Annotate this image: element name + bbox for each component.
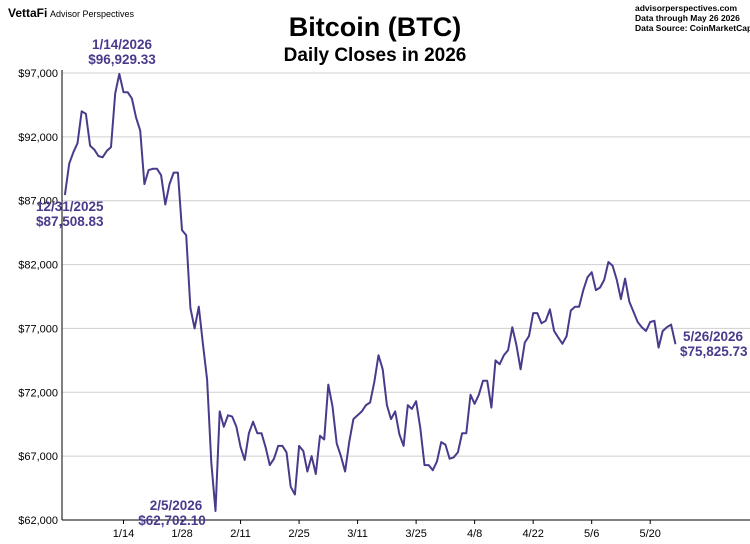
x-tick-label: 1/28 [171,528,192,540]
annotation-low: 2/5/2026 $62,702.10 [138,498,206,528]
y-tick-label: $87,000 [18,196,58,208]
y-tick-label: $82,000 [18,260,58,272]
x-tick-label: 3/25 [405,528,426,540]
logo-text: VettaFi [8,6,47,20]
annotation-low-value: $62,702.10 [138,513,206,528]
annotation-peak-date: 1/14/2026 [92,37,153,52]
annotation-peak-value: $96,929.33 [88,52,156,67]
x-tick-label: 1/14 [113,528,134,540]
axis-layer: $62,000 $67,000 $72,000 $77,000 $82,000 $87,0… [18,68,750,540]
x-tick-label: 4/8 [467,528,482,540]
logo-tagline: Advisor Perspectives [50,9,135,19]
annotation-low-date: 2/5/2026 [150,498,203,513]
annotation-end-date: 5/26/2026 [683,329,744,344]
x-tick-label: 2/11 [230,528,251,540]
x-tick-label: 4/22 [522,528,543,540]
header-data-source: Data Source: CoinMarketCap [635,23,750,33]
y-tick-label: $77,000 [18,323,58,335]
x-tick-label: 3/11 [347,528,368,540]
y-tick-label: $97,000 [18,68,58,80]
grid-layer [62,72,750,457]
annotation-end: 5/26/2026 $75,825.73 [680,329,748,359]
y-tick-label: $62,000 [18,515,58,527]
annotation-end-value: $75,825.73 [680,344,748,359]
y-tick-label: $72,000 [18,387,58,399]
header-site: advisorperspectives.com [635,3,737,13]
chart-subtitle: Daily Closes in 2026 [284,45,467,66]
series-layer [64,72,677,512]
btc-price-line [64,72,677,512]
annotation-start-value: $87,508.83 [36,214,104,229]
x-tick-label: 5/6 [584,528,599,540]
annotation-start: 12/31/2025 $87,508.83 [36,199,104,229]
y-tick-label: $92,000 [18,132,58,144]
x-tick-label: 5/20 [639,528,660,540]
header-data-through: Data through May 26 2026 [635,13,740,23]
annotation-start-date: 12/31/2025 [36,199,104,214]
y-tick-label: $67,000 [18,451,58,463]
chart-title: Bitcoin (BTC) [289,12,461,42]
x-tick-label: 2/25 [288,528,309,540]
annotation-peak: 1/14/2026 $96,929.33 [88,37,156,67]
brand-logo: VettaFi Advisor Perspectives [8,6,135,20]
